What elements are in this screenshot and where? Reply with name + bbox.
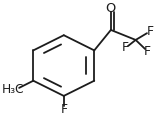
Text: O: O [105,2,115,15]
Text: F: F [146,25,153,38]
Text: F: F [60,103,67,116]
Text: H₃C: H₃C [2,83,25,96]
Text: F: F [144,45,151,58]
Text: F: F [122,41,128,54]
